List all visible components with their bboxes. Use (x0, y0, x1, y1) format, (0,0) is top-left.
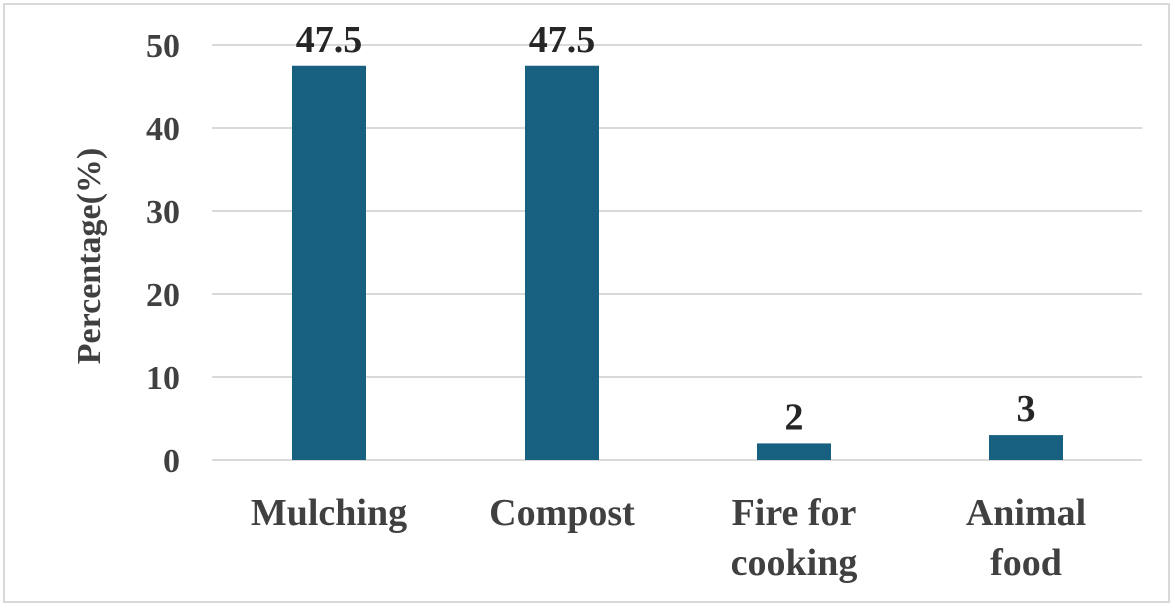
bar-mulching (292, 65, 366, 460)
data-labels: 47.5 47.5 2 3 (296, 19, 1036, 439)
y-tick-label: 0 (163, 443, 180, 480)
x-category-label: Mulching (251, 492, 407, 534)
gridlines (212, 44, 1142, 461)
bars (292, 65, 1063, 460)
bar-animal-food (989, 435, 1063, 460)
y-tick-label: 50 (146, 28, 180, 65)
y-tick-label: 10 (146, 360, 180, 397)
data-label: 2 (785, 396, 804, 438)
y-axis-title: Percentage(%) (71, 148, 108, 364)
y-tick-label: 30 (146, 194, 180, 231)
y-tick-label: 20 (146, 277, 180, 314)
y-axis-ticks: 0 10 20 30 40 50 (146, 28, 180, 480)
y-tick-label: 40 (146, 111, 180, 148)
x-category-label: Compost (489, 492, 635, 534)
bar-fire-for-cooking (757, 443, 831, 460)
x-category-label: Animal food (966, 492, 1086, 584)
x-axis-categories: Mulching Compost Fire for cooking Animal food (251, 492, 1086, 584)
data-label: 47.5 (296, 19, 363, 61)
x-category-label: Fire for cooking (731, 492, 858, 584)
data-label: 47.5 (529, 19, 596, 61)
bar-compost (525, 65, 599, 460)
data-label: 3 (1017, 388, 1036, 430)
